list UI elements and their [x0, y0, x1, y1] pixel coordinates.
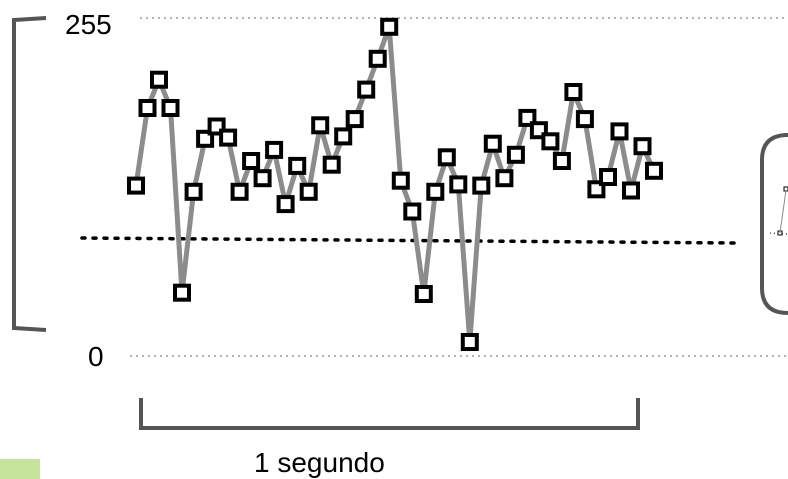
legend-swatch — [0, 459, 40, 479]
midline — [80, 236, 737, 245]
data-point-marker — [437, 148, 456, 167]
data-point-marker — [495, 169, 514, 188]
data-point-marker — [184, 182, 203, 201]
data-point-marker — [265, 140, 284, 159]
data-point-marker — [552, 152, 571, 170]
data-point-marker — [322, 155, 341, 174]
data-point-marker — [219, 128, 238, 147]
data-point-marker — [127, 176, 145, 195]
data-point-marker — [460, 333, 479, 351]
data-point-marker — [414, 285, 433, 303]
data-point-marker — [403, 202, 422, 221]
data-point-marker — [391, 171, 410, 190]
data-point-marker — [645, 161, 663, 180]
data-point-marker — [299, 182, 318, 201]
callout-frame — [760, 133, 788, 315]
y-tick-min: 0 — [88, 341, 104, 372]
data-point-marker — [288, 156, 307, 175]
data-point-marker — [622, 181, 640, 200]
data-point-marker — [506, 145, 525, 164]
data-point-marker — [230, 182, 249, 201]
callout-mini-line — [779, 189, 787, 234]
data-point-marker — [242, 152, 261, 170]
data-point-marker — [483, 134, 502, 153]
series-markers — [127, 17, 663, 351]
value-range-bracket — [12, 16, 47, 332]
data-point-marker — [138, 99, 157, 117]
data-point-marker — [575, 110, 594, 129]
data-point-marker — [357, 80, 376, 99]
data-point-marker — [276, 195, 295, 214]
data-point-marker — [541, 132, 560, 151]
data-point-marker — [334, 127, 353, 146]
x-axis-label: 1 segundo — [254, 447, 385, 478]
data-point-marker — [610, 122, 629, 141]
y-tick-max: 255 — [65, 9, 112, 40]
data-point-marker — [345, 110, 364, 129]
data-point-marker — [564, 83, 583, 101]
data-point-marker — [173, 283, 191, 302]
data-point-marker — [368, 49, 387, 68]
data-point-marker — [380, 17, 399, 36]
data-point-marker — [161, 99, 180, 117]
data-point-marker — [633, 137, 652, 156]
time-span-bracket — [139, 398, 640, 430]
data-point-marker — [472, 176, 491, 195]
data-point-marker — [449, 175, 468, 194]
data-point-marker — [426, 182, 445, 201]
data-point-marker — [311, 116, 330, 135]
data-point-marker — [150, 70, 168, 89]
data-point-marker — [253, 169, 272, 188]
data-point-marker — [599, 168, 617, 186]
